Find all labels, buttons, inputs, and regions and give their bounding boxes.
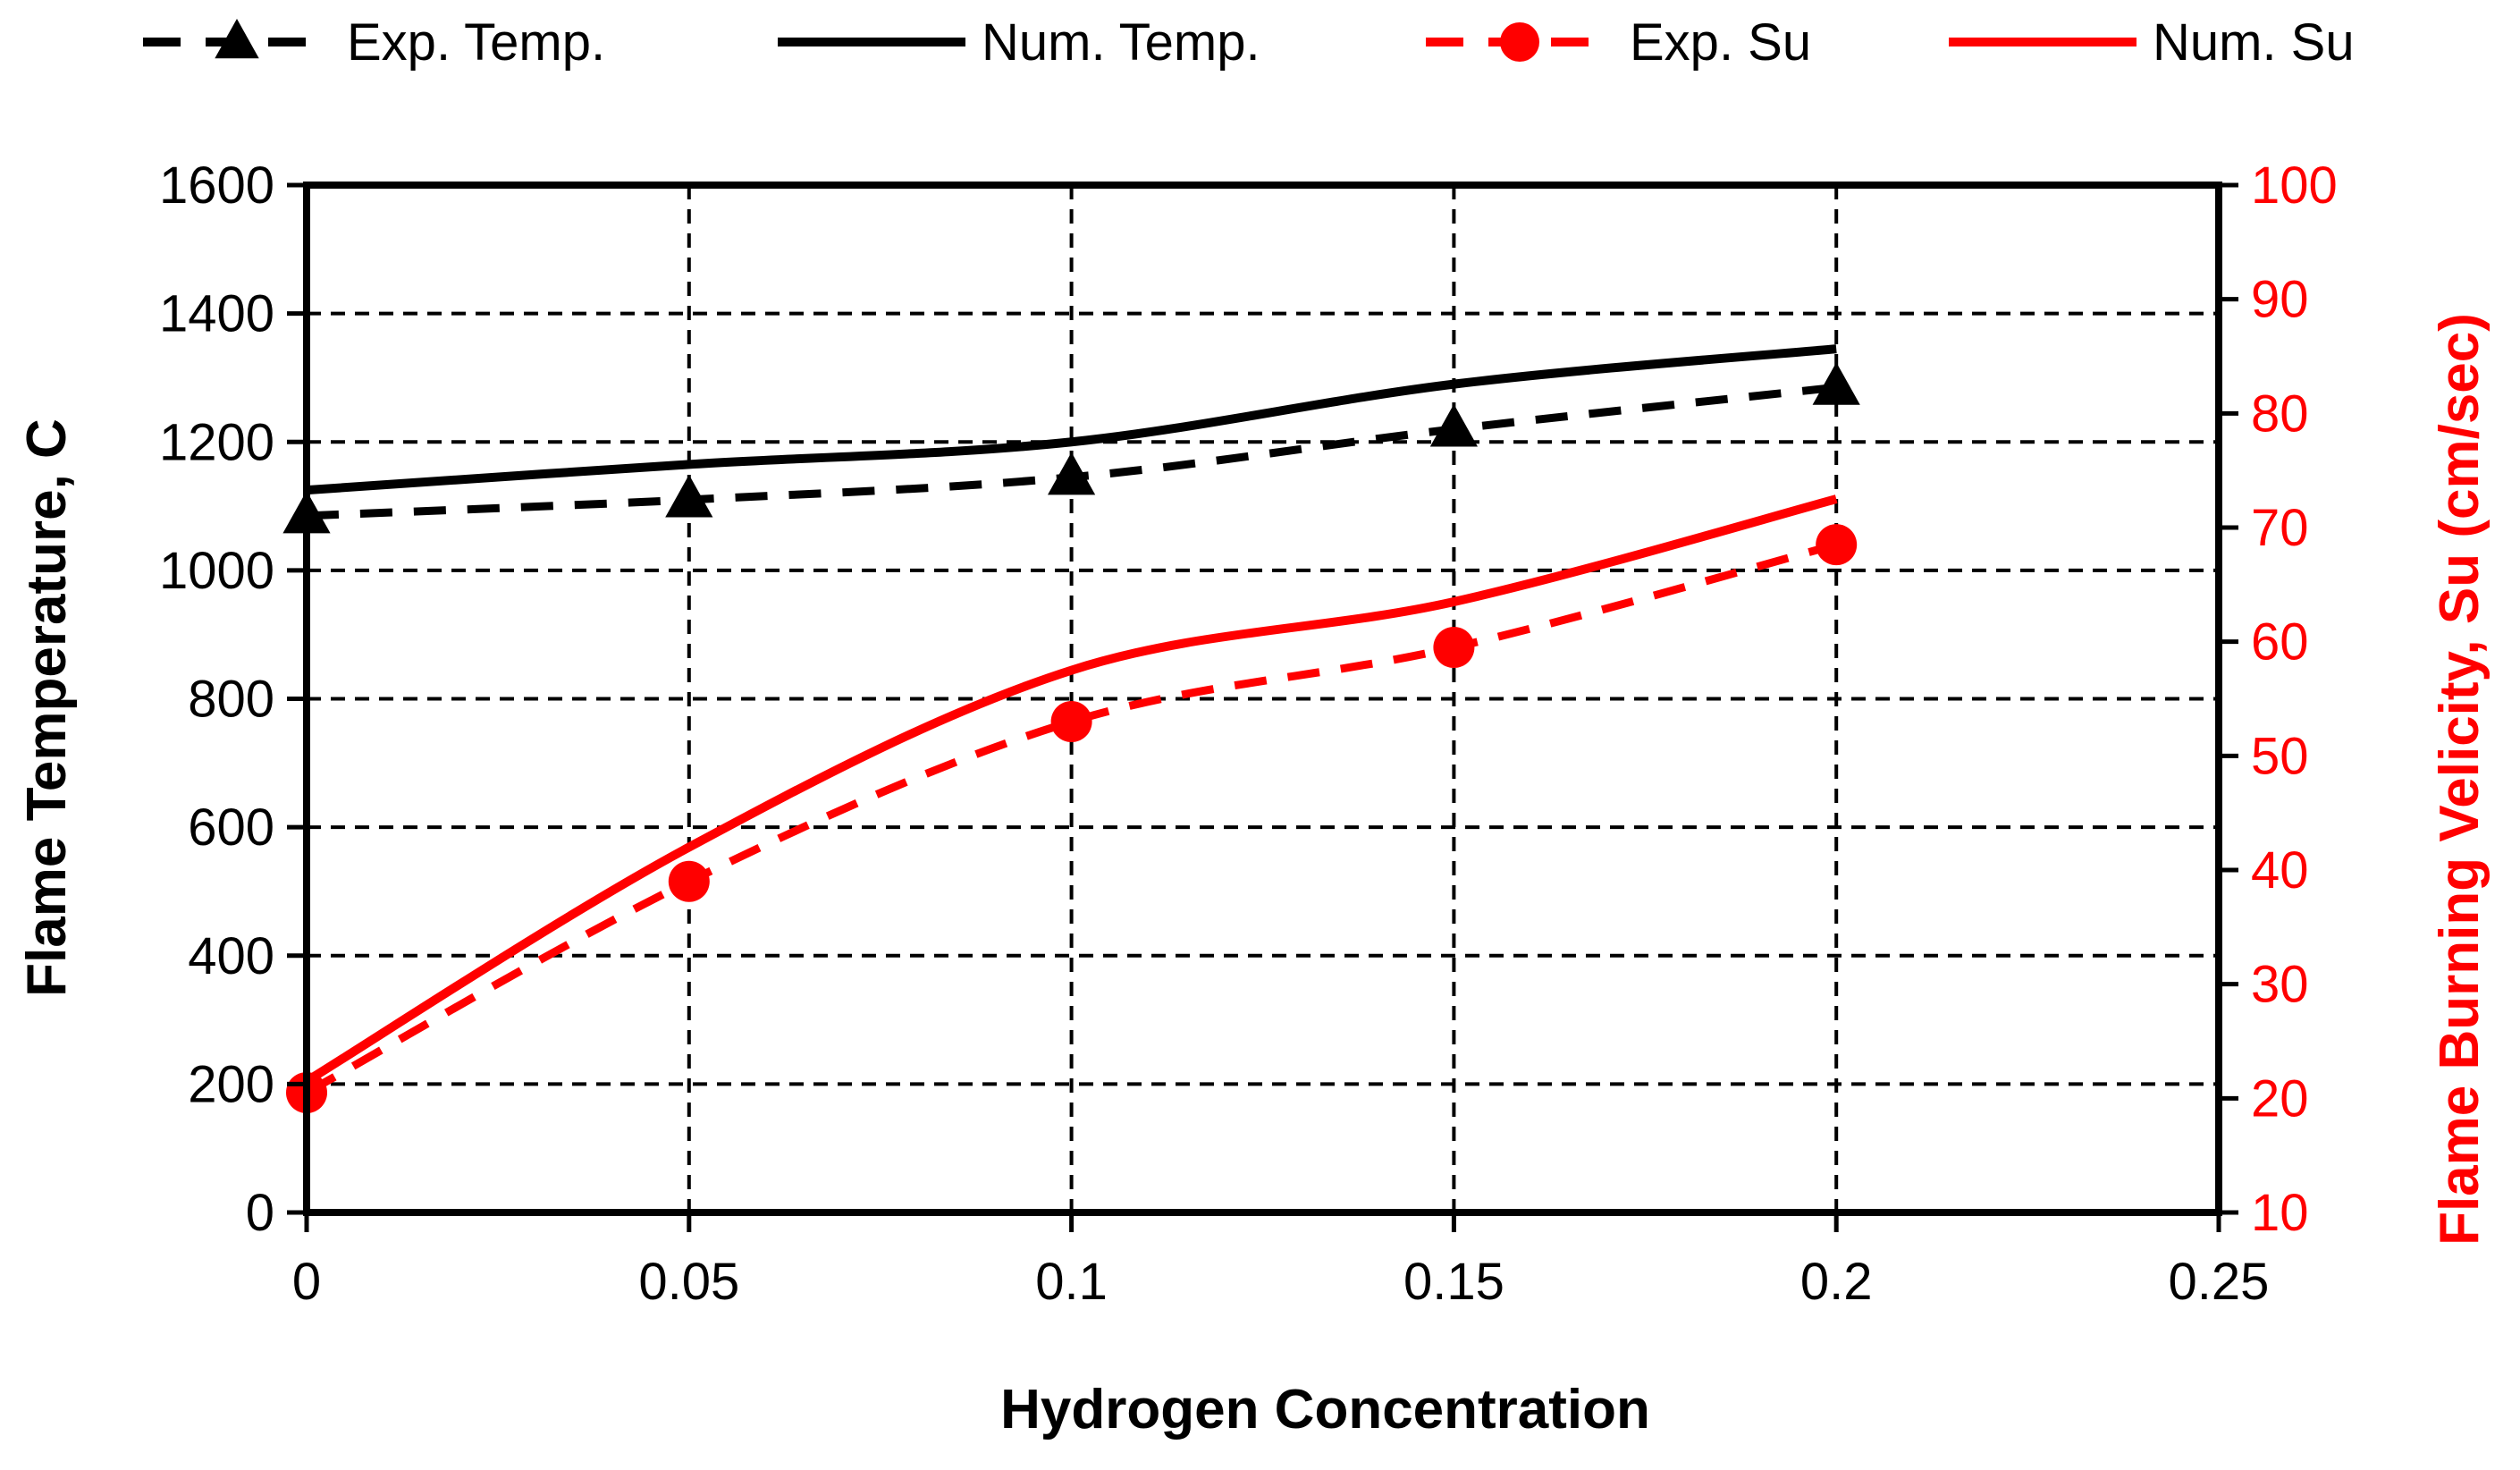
data-point-exp-su xyxy=(1433,627,1475,669)
y-tick-label: 1000 xyxy=(159,542,274,600)
x-tick-label: 0.2 xyxy=(1800,1253,1873,1311)
y2-tick-label: 70 xyxy=(2251,499,2309,557)
x-tick-label: 0 xyxy=(292,1253,321,1311)
y-tick-label: 600 xyxy=(188,798,274,857)
series-line-num-temp xyxy=(306,344,1837,495)
legend-marker-exp-su xyxy=(1500,22,1539,62)
legend-label-exp-temp: Exp. Temp. xyxy=(347,13,605,72)
data-point-exp-su xyxy=(1816,524,1858,566)
y-tick-label: 1200 xyxy=(159,413,274,471)
data-point-exp-temp xyxy=(1429,403,1478,447)
y2-tick-label: 10 xyxy=(2251,1184,2309,1242)
x-tick-label: 0.25 xyxy=(2169,1253,2270,1311)
y2-tick-label: 40 xyxy=(2251,841,2309,900)
y2-tick-label: 90 xyxy=(2251,271,2309,329)
series-layer xyxy=(282,344,1860,1113)
y-tick-label: 1600 xyxy=(159,156,274,215)
legend: Exp. Temp. Num. Temp. Exp. Su Num. Su xyxy=(143,13,2355,72)
y-tick-label: 800 xyxy=(188,671,274,729)
y2-tick-label: 60 xyxy=(2251,613,2309,672)
y2-tick-label: 80 xyxy=(2251,384,2309,443)
y2-tick-label: 20 xyxy=(2251,1069,2309,1128)
data-point-exp-temp xyxy=(1048,452,1096,495)
data-point-exp-su xyxy=(668,860,710,902)
ticks: 0 0.05 0.1 0.15 0.2 0.25 0 200 400 600 800 1000 1200… xyxy=(159,156,2338,1311)
x-tick-label: 0.15 xyxy=(1403,1253,1504,1311)
y2-axis-title: Flame Burning Velicity, Su (cm/sec) xyxy=(2429,313,2491,1246)
data-point-exp-temp xyxy=(1812,362,1860,405)
y-tick-label: 1400 xyxy=(159,285,274,343)
series-line-num-su xyxy=(304,494,1838,1086)
y2-tick-label: 100 xyxy=(2251,156,2338,215)
y-tick-label: 0 xyxy=(246,1184,274,1242)
legend-label-num-su: Num. Su xyxy=(2153,13,2355,72)
y-tick-label: 400 xyxy=(188,927,274,985)
legend-marker-exp-temp xyxy=(215,19,259,59)
x-axis-title: Hydrogen Concentration xyxy=(1000,1379,1650,1440)
data-point-exp-su xyxy=(1050,701,1092,743)
x-tick-label: 0.1 xyxy=(1035,1253,1108,1311)
y-axis-title: Flame Temperature, C xyxy=(16,418,78,997)
legend-label-exp-su: Exp. Su xyxy=(1630,13,1811,72)
y-tick-label: 200 xyxy=(188,1055,274,1113)
y2-tick-label: 30 xyxy=(2251,956,2309,1014)
series-line-exp-su xyxy=(304,540,1838,1096)
grid xyxy=(307,185,2219,1212)
y2-tick-label: 50 xyxy=(2251,727,2309,785)
legend-label-num-temp: Num. Temp. xyxy=(982,13,1260,72)
x-tick-label: 0.05 xyxy=(638,1253,739,1311)
data-point-exp-temp xyxy=(665,474,713,518)
